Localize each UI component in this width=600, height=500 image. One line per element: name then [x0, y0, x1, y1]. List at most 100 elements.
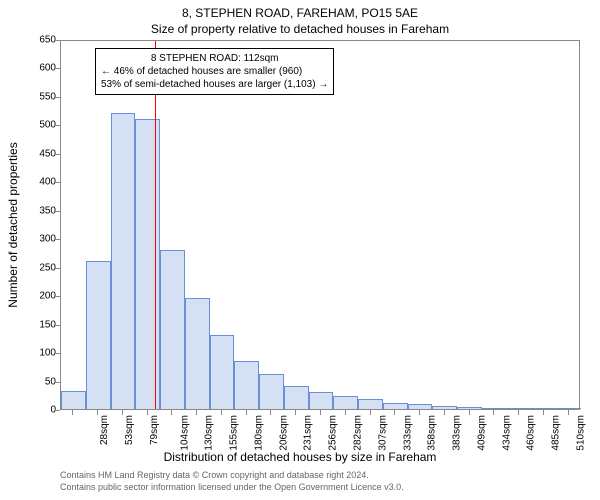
y-tick-label: 50 [16, 376, 56, 387]
histogram-bar [185, 298, 210, 409]
histogram-bar [111, 113, 136, 409]
y-tick [55, 382, 60, 383]
y-tick [55, 154, 60, 155]
x-tick-label: 206sqm [278, 415, 289, 451]
x-tick [419, 410, 420, 415]
y-tick-label: 0 [16, 405, 56, 416]
x-tick [493, 410, 494, 415]
footer-line1: Contains HM Land Registry data © Crown c… [60, 470, 369, 480]
y-tick [55, 68, 60, 69]
histogram-bar [135, 119, 160, 409]
histogram-bar [457, 407, 482, 409]
x-tick [469, 410, 470, 415]
histogram-bar [408, 404, 433, 409]
x-tick [568, 410, 569, 415]
y-tick [55, 353, 60, 354]
x-tick [345, 410, 346, 415]
y-tick [55, 40, 60, 41]
histogram-bar [259, 374, 284, 409]
x-axis-label: Distribution of detached houses by size … [0, 450, 600, 464]
histogram-bar [210, 335, 235, 409]
x-tick [246, 410, 247, 415]
title-main: 8, STEPHEN ROAD, FAREHAM, PO15 5AE [0, 6, 600, 20]
x-tick-label: 409sqm [476, 415, 487, 451]
x-tick [270, 410, 271, 415]
x-tick-label: 282sqm [353, 415, 364, 451]
histogram-bar [482, 408, 507, 409]
x-tick-label: 434sqm [501, 415, 512, 451]
histogram-bar [333, 396, 358, 409]
y-tick [55, 410, 60, 411]
y-tick-label: 450 [16, 148, 56, 159]
reference-line [155, 41, 156, 409]
y-tick-label: 100 [16, 348, 56, 359]
x-tick [370, 410, 371, 415]
histogram-bar [160, 250, 185, 409]
x-tick [221, 410, 222, 415]
x-tick-label: 307sqm [377, 415, 388, 451]
y-tick-label: 250 [16, 262, 56, 273]
x-tick [196, 410, 197, 415]
histogram-bar [86, 261, 111, 409]
x-tick [147, 410, 148, 415]
x-tick [72, 410, 73, 415]
histogram-bar [531, 408, 556, 409]
x-tick [295, 410, 296, 415]
x-tick-label: 510sqm [575, 415, 586, 451]
y-tick [55, 268, 60, 269]
y-tick [55, 97, 60, 98]
histogram-bar [358, 399, 383, 409]
y-tick-label: 200 [16, 291, 56, 302]
histogram-bar [309, 392, 334, 409]
histogram-bar [383, 403, 408, 409]
y-tick-label: 400 [16, 177, 56, 188]
x-tick [171, 410, 172, 415]
x-tick-label: 358sqm [427, 415, 438, 451]
annotation-box: 8 STEPHEN ROAD: 112sqm ← 46% of detached… [95, 48, 334, 95]
x-tick-label: 383sqm [452, 415, 463, 451]
x-tick-label: 460sqm [526, 415, 537, 451]
histogram-bar [61, 391, 86, 409]
y-tick [55, 239, 60, 240]
plot-area [60, 40, 580, 410]
x-tick-label: 485sqm [551, 415, 562, 451]
y-axis-label: Number of detached properties [6, 142, 20, 307]
x-tick [97, 410, 98, 415]
annotation-line2: ← 46% of detached houses are smaller (96… [101, 65, 328, 78]
x-tick-label: 180sqm [254, 415, 265, 451]
y-tick-label: 350 [16, 205, 56, 216]
x-tick-label: 256sqm [328, 415, 339, 451]
y-tick [55, 182, 60, 183]
x-tick-label: 53sqm [124, 415, 135, 445]
x-tick [122, 410, 123, 415]
x-tick [320, 410, 321, 415]
x-tick-label: 104sqm [179, 415, 190, 451]
x-tick [444, 410, 445, 415]
y-tick [55, 125, 60, 126]
title-sub: Size of property relative to detached ho… [0, 22, 600, 36]
y-tick [55, 325, 60, 326]
histogram-bar [556, 408, 581, 409]
x-tick [543, 410, 544, 415]
histogram-bar [234, 361, 259, 409]
y-tick-label: 550 [16, 91, 56, 102]
y-tick-label: 500 [16, 120, 56, 131]
x-tick-label: 130sqm [204, 415, 215, 451]
x-tick-label: 155sqm [229, 415, 240, 451]
histogram-bar [284, 386, 309, 409]
annotation-line3: 53% of semi-detached houses are larger (… [101, 78, 328, 91]
y-tick-label: 150 [16, 319, 56, 330]
x-tick-label: 28sqm [99, 415, 110, 445]
annotation-line1: 8 STEPHEN ROAD: 112sqm [101, 52, 328, 65]
y-tick-label: 650 [16, 35, 56, 46]
y-tick [55, 296, 60, 297]
histogram-bar [507, 408, 532, 409]
histogram-bar [432, 406, 457, 409]
y-tick-label: 600 [16, 63, 56, 74]
footer-line2: Contains public sector information licen… [60, 482, 404, 492]
y-tick [55, 211, 60, 212]
y-tick-label: 300 [16, 234, 56, 245]
x-tick-label: 231sqm [303, 415, 314, 451]
x-tick-label: 333sqm [402, 415, 413, 451]
x-tick [518, 410, 519, 415]
